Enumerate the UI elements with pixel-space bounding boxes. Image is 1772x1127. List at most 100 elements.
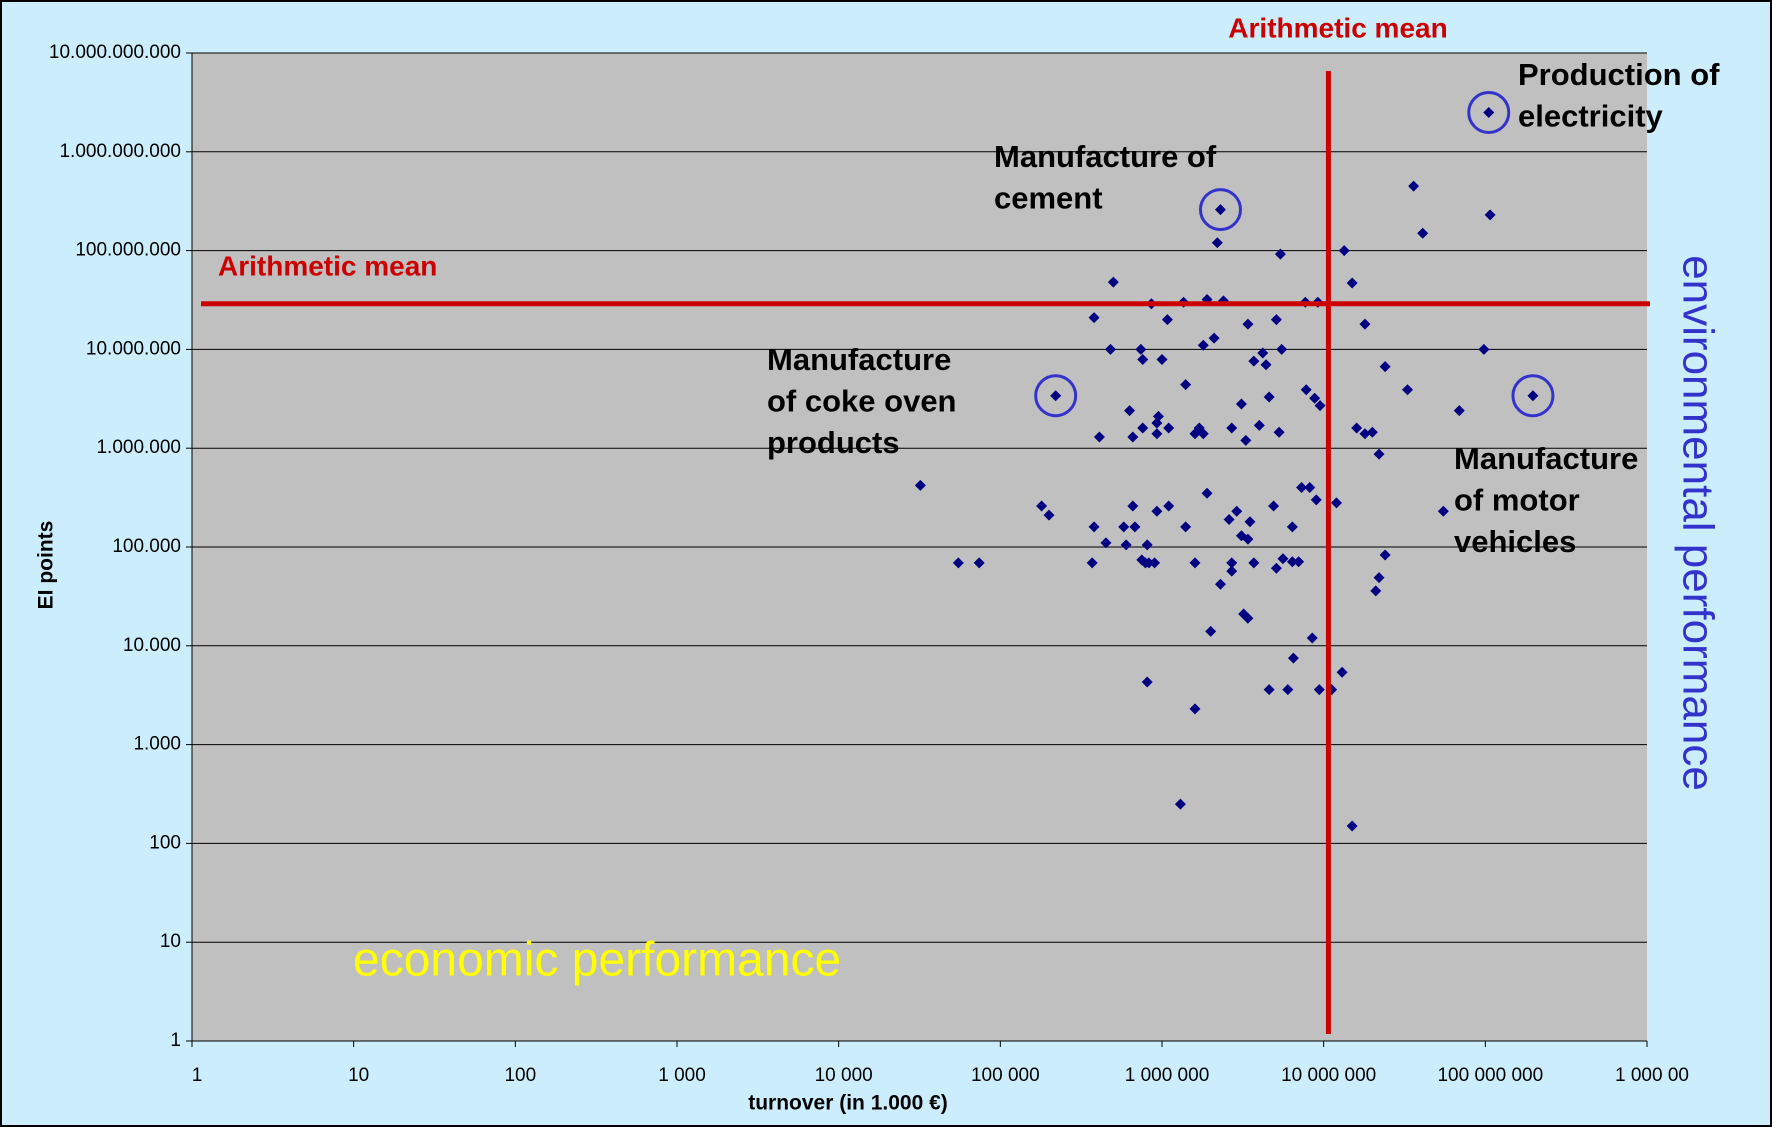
data-point [1137, 354, 1149, 366]
data-point [1156, 354, 1168, 366]
mean-label: Arithmetic mean [1228, 12, 1447, 43]
x-tick-label: 100 000 [971, 1065, 1040, 1086]
data-point [1120, 539, 1132, 551]
data-point [914, 479, 926, 491]
annotation-label: of coke oven [767, 384, 957, 419]
data-point [1257, 347, 1269, 359]
annotation-label: Manufacture of [994, 139, 1217, 174]
data-point [1453, 405, 1465, 417]
data-point [1124, 405, 1136, 417]
data-point [1235, 398, 1247, 410]
data-point [1100, 537, 1112, 549]
data-point [1359, 428, 1371, 440]
y-tick-label: 100.000 [112, 536, 181, 557]
data-point [1310, 494, 1322, 506]
y-tick-label: 10 [160, 931, 181, 952]
data-point [1189, 557, 1201, 569]
x-tick-label: 100 000 000 [1437, 1065, 1543, 1086]
data-point [1149, 557, 1161, 569]
data-point [1282, 684, 1294, 696]
data-point [1161, 314, 1173, 326]
data-point [1338, 245, 1350, 257]
data-point [1287, 652, 1299, 664]
highlight-circle [1467, 90, 1511, 134]
data-point [1268, 500, 1280, 512]
x-tick-label: 1 [192, 1065, 203, 1086]
data-point [1286, 556, 1298, 568]
data-point [1273, 426, 1285, 438]
x-tick-label: 1 000 [658, 1065, 706, 1086]
data-point [1248, 557, 1260, 569]
economic-label: economic performance [353, 934, 841, 987]
data-point [1263, 684, 1275, 696]
data-point [1242, 533, 1254, 545]
data-point [1141, 539, 1153, 551]
x-tick-label: 10 000 [815, 1065, 873, 1086]
data-point [1244, 516, 1256, 528]
y-axis-label: EI points [35, 521, 58, 610]
data-point [1373, 448, 1385, 460]
data-point [1127, 500, 1139, 512]
annotation-label: of motor [1454, 483, 1580, 518]
data-point [1242, 318, 1254, 330]
y-tick-label: 10.000.000.000 [49, 42, 181, 63]
data-point [1314, 400, 1326, 412]
data-point [1205, 625, 1217, 637]
data-point [1214, 578, 1226, 590]
annotation-label: products [767, 425, 900, 460]
data-point [1135, 343, 1147, 355]
data-point [1050, 390, 1062, 402]
annotation-label: cement [994, 181, 1103, 216]
data-point [1248, 355, 1260, 367]
data-point [1313, 684, 1325, 696]
data-point [1336, 666, 1348, 678]
data-point [1226, 422, 1238, 434]
data-point [1306, 632, 1318, 644]
data-point [1276, 343, 1288, 355]
data-point [1174, 798, 1186, 810]
data-point [1527, 390, 1539, 402]
data-point [1437, 505, 1449, 517]
y-tick-label: 100 [149, 832, 181, 853]
data-point [1240, 434, 1252, 446]
data-point [1379, 549, 1391, 561]
data-point [1286, 521, 1298, 533]
data-point [1226, 557, 1238, 569]
y-tick-label: 100.000.000 [75, 240, 181, 261]
data-point [1127, 431, 1139, 443]
x-tick-label: 10 [348, 1065, 369, 1086]
x-tick-label: 1 000 000 [1125, 1065, 1210, 1086]
data-point [1373, 572, 1385, 584]
data-point [1379, 361, 1391, 373]
data-point [1141, 676, 1153, 688]
highlight-circle [1511, 374, 1555, 418]
data-point [1197, 339, 1209, 351]
data-point [1370, 585, 1382, 597]
data-point [1296, 482, 1308, 494]
data-point [1197, 428, 1209, 440]
data-point [1151, 428, 1163, 440]
data-point [1118, 521, 1130, 533]
data-point [1180, 379, 1192, 391]
mean-label: Arithmetic mean [218, 250, 437, 281]
y-tick-label: 10.000 [123, 635, 181, 656]
data-point [1208, 332, 1220, 344]
data-point [1163, 422, 1175, 434]
data-point [1104, 343, 1116, 355]
y-tick-label: 1 [170, 1030, 181, 1051]
data-point [1189, 703, 1201, 715]
data-point [1086, 557, 1098, 569]
y-tick-label: 1.000.000 [96, 437, 181, 458]
data-point [1088, 521, 1100, 533]
data-point [1088, 312, 1100, 324]
data-point [1223, 513, 1235, 525]
data-point [1214, 204, 1226, 216]
data-point [1346, 277, 1358, 289]
data-point [1231, 505, 1243, 517]
data-point [973, 557, 985, 569]
data-point [1107, 276, 1119, 288]
data-point [1346, 820, 1358, 832]
data-point [1270, 562, 1282, 574]
y-tick-label: 10.000.000 [86, 338, 181, 359]
